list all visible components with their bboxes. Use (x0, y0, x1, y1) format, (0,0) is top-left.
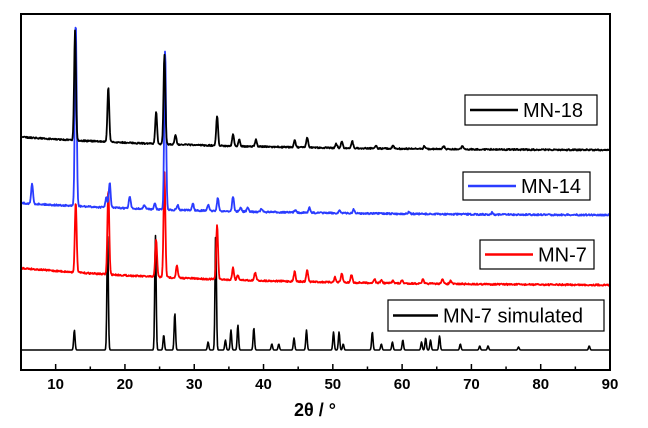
legend-item: MN-7 (479, 239, 595, 270)
legend-label: MN-7 simulated (443, 306, 583, 328)
legend-item: MN-18 (464, 94, 598, 126)
legend-label: MN-14 (521, 176, 581, 198)
legend-label: MN-7 (538, 245, 587, 267)
legend-item: MN-7 simulated (387, 299, 605, 332)
x-tick-label: 10 (47, 376, 64, 393)
x-tick-label: 50 (324, 376, 341, 393)
series-line-mn-7 (21, 171, 610, 287)
plot-frame (20, 13, 611, 371)
x-tick-label: 40 (255, 376, 272, 393)
x-tick-label: 30 (186, 376, 203, 393)
legend-label: MN-18 (523, 100, 583, 122)
x-tick-label: 70 (463, 376, 480, 393)
series-line-mn-7-simulated (21, 234, 610, 351)
legend-item: MN-14 (462, 171, 591, 201)
x-tick-label: 60 (394, 376, 411, 393)
x-axis-label: 2θ / ° (294, 400, 336, 420)
x-tick-label: 80 (532, 376, 549, 393)
series-line-mn-14 (21, 26, 610, 217)
x-tick-label: 90 (602, 376, 619, 393)
x-tick-label: 20 (117, 376, 134, 393)
series-line-mn-18 (21, 29, 610, 152)
